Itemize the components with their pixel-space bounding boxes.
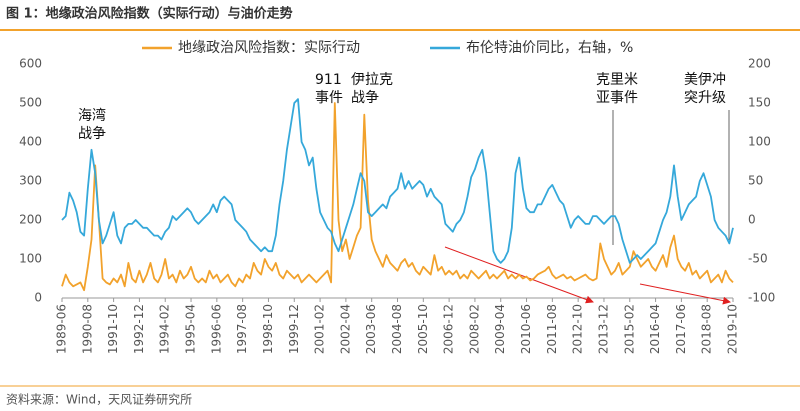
y2-tick-label: 150	[748, 96, 771, 110]
annotation: 伊拉克	[351, 72, 393, 88]
chart-title: 图 1：地缘政治风险指数（实际行动）与油价走势	[6, 6, 293, 22]
x-tick-label: 2015-02	[622, 304, 636, 354]
x-tick-label: 1996-06	[209, 304, 223, 354]
x-tick-label: 2002-04	[338, 304, 352, 354]
x-tick-label: 2019-10	[726, 304, 740, 354]
x-tick-label: 2011-08	[545, 304, 559, 354]
y2-tick-label: 200	[748, 57, 771, 71]
series-line	[61, 98, 734, 264]
x-tick-label: 1994-02	[158, 304, 172, 354]
y-tick-label: 400	[19, 135, 42, 149]
y-tick-label: 0	[34, 291, 42, 305]
annotation: 事件	[315, 90, 343, 106]
annotation: 美伊冲	[684, 72, 726, 88]
x-tick-label: 2008-02	[467, 304, 481, 354]
x-tick-label: 1998-10	[261, 304, 275, 354]
x-tick-label: 2018-08	[700, 304, 714, 354]
x-tick-label: 1999-12	[287, 304, 301, 354]
annotation: 战争	[78, 126, 106, 142]
y-tick-label: 500	[19, 96, 42, 110]
x-tick-label: 1995-04	[184, 304, 198, 354]
y2-tick-label: -50	[748, 252, 768, 266]
x-tick-label: 2006-12	[442, 304, 456, 354]
x-tick-label: 2004-08	[390, 304, 404, 354]
y2-tick-label: 0	[748, 213, 756, 227]
trend-arrow	[639, 283, 731, 305]
x-tick-label: 1991-10	[106, 304, 120, 354]
x-tick-label: 2016-04	[648, 304, 662, 354]
legend-label: 布伦特油价同比，右轴，%	[466, 40, 633, 56]
y2-tick-label: 100	[748, 135, 771, 149]
x-tick-label: 2010-06	[519, 304, 533, 354]
y2-tick-label: 50	[748, 174, 763, 188]
x-tick-label: 2005-10	[416, 304, 430, 354]
y-tick-label: 600	[19, 57, 42, 71]
x-tick-label: 1997-08	[235, 304, 249, 354]
x-tick-label: 2009-04	[493, 304, 507, 354]
y2-tick-label: -100	[748, 291, 775, 305]
x-tick-label: 2013-12	[596, 304, 610, 354]
x-tick-label: 1989-06	[55, 304, 69, 354]
annotation: 911	[315, 72, 342, 88]
y-tick-label: 200	[19, 213, 42, 227]
series-line	[61, 102, 734, 292]
x-tick-label: 2012-10	[571, 304, 585, 354]
source: 资料来源：Wind，天风证券研究所	[6, 392, 192, 407]
y-tick-label: 300	[19, 174, 42, 188]
x-tick-label: 2003-06	[364, 304, 378, 354]
x-tick-label: 1990-08	[80, 304, 94, 354]
annotation: 海湾	[78, 107, 106, 124]
annotation: 亚事件	[596, 90, 638, 106]
annotation: 突升级	[684, 90, 726, 106]
annotation: 战争	[351, 90, 379, 106]
annotation: 克里米	[596, 72, 638, 88]
x-tick-label: 2017-06	[674, 304, 688, 354]
y-tick-label: 100	[19, 252, 42, 266]
legend-label: 地缘政治风险指数：实际行动	[178, 40, 360, 56]
x-tick-label: 2001-02	[313, 304, 327, 354]
x-tick-label: 1992-12	[132, 304, 146, 354]
